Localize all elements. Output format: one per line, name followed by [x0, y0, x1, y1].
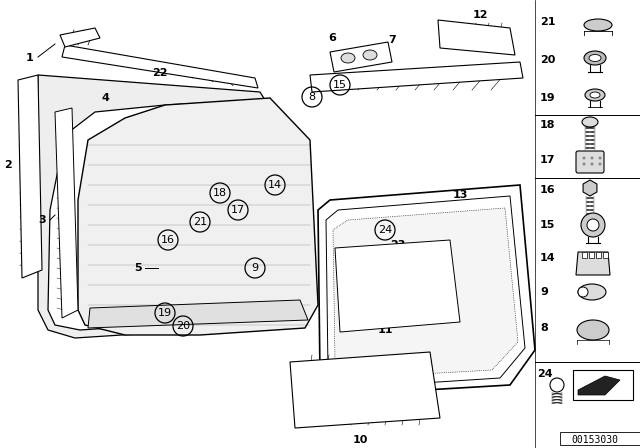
Text: 13: 13: [452, 190, 468, 200]
Polygon shape: [60, 28, 100, 47]
Ellipse shape: [577, 320, 609, 340]
Text: 24: 24: [378, 225, 392, 235]
Ellipse shape: [590, 92, 600, 98]
Bar: [560, 432, 640, 445]
Ellipse shape: [363, 50, 377, 60]
Text: 1: 1: [26, 53, 34, 63]
Bar: [589, 252, 594, 258]
Text: 5: 5: [134, 263, 142, 273]
Polygon shape: [78, 98, 318, 335]
Bar: [596, 252, 601, 258]
Circle shape: [587, 219, 599, 231]
Text: 15: 15: [333, 80, 347, 90]
Text: 14: 14: [268, 180, 282, 190]
Text: 2: 2: [4, 160, 12, 170]
Text: 15: 15: [540, 220, 556, 230]
Polygon shape: [318, 185, 535, 395]
Bar: [582, 252, 587, 258]
Text: 19: 19: [540, 93, 556, 103]
Ellipse shape: [584, 19, 612, 31]
Text: 11: 11: [377, 325, 393, 335]
Text: 23: 23: [390, 240, 406, 250]
Polygon shape: [88, 300, 308, 328]
Polygon shape: [310, 62, 523, 92]
Polygon shape: [333, 208, 518, 378]
Text: 21: 21: [193, 217, 207, 227]
Text: 6: 6: [328, 33, 336, 43]
Text: 18: 18: [540, 120, 556, 130]
Polygon shape: [335, 240, 460, 332]
Text: 20: 20: [176, 321, 190, 331]
Polygon shape: [290, 352, 440, 428]
Text: 17: 17: [540, 155, 556, 165]
Circle shape: [591, 163, 593, 165]
Polygon shape: [62, 45, 258, 88]
Bar: [573, 370, 633, 400]
Ellipse shape: [578, 284, 606, 300]
Text: 14: 14: [540, 253, 556, 263]
FancyBboxPatch shape: [576, 151, 604, 173]
Circle shape: [598, 156, 602, 159]
Circle shape: [581, 213, 605, 237]
Ellipse shape: [582, 117, 598, 127]
Text: 9: 9: [252, 263, 259, 273]
Text: 20: 20: [540, 55, 556, 65]
Text: 21: 21: [540, 17, 556, 27]
Ellipse shape: [585, 89, 605, 101]
Text: 17: 17: [231, 205, 245, 215]
Circle shape: [591, 156, 593, 159]
Text: 3: 3: [38, 215, 46, 225]
Polygon shape: [576, 252, 610, 275]
Polygon shape: [578, 376, 620, 395]
Ellipse shape: [341, 53, 355, 63]
Ellipse shape: [589, 55, 601, 61]
Text: 8: 8: [308, 92, 316, 102]
Bar: [603, 252, 608, 258]
Text: 9: 9: [540, 287, 548, 297]
Circle shape: [582, 163, 586, 165]
Polygon shape: [38, 75, 272, 338]
Circle shape: [578, 287, 588, 297]
Text: 8: 8: [540, 323, 548, 333]
Circle shape: [582, 156, 586, 159]
Circle shape: [550, 378, 564, 392]
Text: 7: 7: [388, 35, 396, 45]
Text: 16: 16: [161, 235, 175, 245]
Text: 22: 22: [152, 68, 168, 78]
Text: 00153030: 00153030: [572, 435, 618, 445]
Circle shape: [598, 163, 602, 165]
Text: 24: 24: [537, 369, 552, 379]
Text: 4: 4: [101, 93, 109, 103]
Ellipse shape: [584, 51, 606, 65]
Text: 19: 19: [158, 308, 172, 318]
Polygon shape: [55, 108, 78, 318]
Polygon shape: [583, 180, 597, 196]
Text: 18: 18: [213, 188, 227, 198]
Polygon shape: [438, 20, 515, 55]
Text: 10: 10: [352, 435, 368, 445]
Text: 16: 16: [540, 185, 556, 195]
Text: 12: 12: [472, 10, 488, 20]
Polygon shape: [330, 42, 392, 72]
Polygon shape: [18, 75, 42, 278]
